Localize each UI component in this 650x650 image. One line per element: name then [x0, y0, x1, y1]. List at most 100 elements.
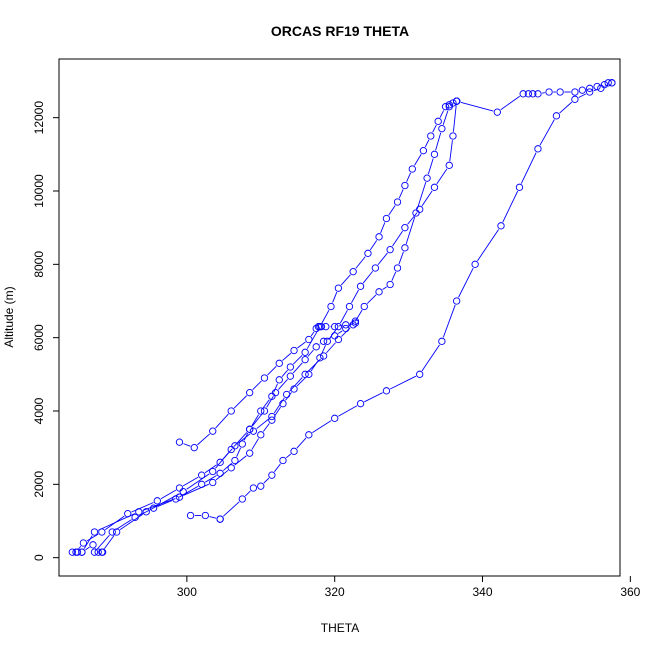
data-point [445, 161, 453, 169]
data-point [351, 319, 360, 327]
data-point [493, 108, 501, 116]
data-point [423, 174, 431, 182]
series-line-segment [282, 352, 292, 361]
data-point [290, 385, 298, 393]
series-line-segment [237, 433, 251, 444]
data-point [393, 198, 402, 206]
series-line-segment [362, 270, 374, 284]
data-series [453, 79, 616, 116]
x-tick-label: 320 [325, 585, 345, 599]
data-point [556, 88, 564, 96]
data-point [364, 249, 372, 257]
data-point [524, 90, 532, 98]
data-point [401, 244, 409, 252]
y-tick-label: 4000 [32, 397, 46, 424]
data-point [334, 323, 343, 331]
series-line-segment [98, 513, 136, 531]
data-point [408, 165, 416, 173]
series-line-segment [85, 546, 90, 551]
data-point [175, 438, 184, 446]
data-point [331, 414, 339, 422]
data-point [430, 183, 439, 191]
series-line-segment [149, 493, 180, 511]
series-line-segment [293, 354, 303, 365]
series-line-segment [578, 93, 587, 98]
series-line-segment [160, 489, 177, 500]
data-point [279, 456, 287, 465]
series-line-segment [366, 294, 377, 304]
data-point [319, 352, 328, 360]
series-line-segment [296, 437, 307, 449]
data-point [427, 132, 435, 140]
data-point [401, 181, 409, 190]
series-line-segment [103, 535, 115, 550]
series-line-segment [215, 413, 229, 429]
data-point [149, 504, 158, 512]
series-line-segment [340, 309, 348, 324]
data-point [227, 445, 235, 454]
series-line-segment [435, 132, 442, 151]
x-tick-label: 300 [177, 585, 197, 599]
data-point [290, 447, 298, 455]
data-point [360, 302, 368, 311]
data-point [286, 363, 294, 371]
data-series [216, 79, 616, 523]
series-line-segment [297, 341, 306, 349]
series-line-segment [332, 291, 338, 303]
data-point [416, 205, 424, 213]
series-line-segment [281, 369, 288, 377]
data-point [209, 467, 217, 476]
data-point [375, 233, 383, 241]
data-point [571, 88, 579, 96]
data-point [268, 471, 276, 479]
data-point [314, 323, 323, 331]
data-series [90, 97, 461, 556]
series-line-segment [310, 361, 318, 372]
data-point [290, 346, 298, 355]
data-point [108, 528, 116, 536]
x-axis-label: THETA [321, 621, 359, 635]
data-point [216, 458, 224, 466]
data-point [327, 302, 335, 311]
series-line-segment [377, 252, 388, 266]
data-point [201, 511, 209, 520]
series-line-segment [380, 222, 386, 234]
data-point [312, 343, 320, 351]
series-line-segment [183, 443, 191, 447]
series-line-segment [215, 452, 229, 469]
data-point [89, 541, 97, 549]
data-point [351, 317, 360, 325]
y-axis-label: Altitude (m) [2, 286, 16, 347]
data-point [279, 400, 287, 408]
series-line-segment [251, 438, 259, 450]
series-line-segment [327, 337, 332, 340]
series-line-segment [500, 95, 521, 111]
data-point [73, 548, 82, 556]
data-point [231, 456, 239, 465]
series-line-segment [442, 304, 456, 338]
data-point [515, 183, 524, 191]
data-series [98, 317, 360, 556]
series-line-segment [348, 323, 353, 327]
series-line-segment [520, 152, 537, 184]
data-point [305, 335, 313, 344]
data-point [268, 412, 276, 421]
y-tick-label: 2000 [32, 471, 46, 498]
data-point [382, 214, 391, 223]
data-point [79, 539, 88, 547]
data-point [349, 268, 357, 276]
data-point [597, 84, 605, 92]
series-line-segment [266, 396, 274, 408]
data-point [249, 484, 258, 492]
data-point [578, 86, 586, 94]
series-line-segment [329, 329, 337, 339]
data-point [246, 449, 254, 457]
y-tick-label: 0 [32, 554, 46, 561]
data-point [331, 323, 339, 331]
series-line-segment [389, 375, 417, 390]
data-point [186, 511, 195, 520]
data-point [449, 132, 457, 140]
series-line-segment [119, 513, 144, 531]
data-point [260, 374, 269, 382]
series-line-segment [131, 502, 154, 513]
